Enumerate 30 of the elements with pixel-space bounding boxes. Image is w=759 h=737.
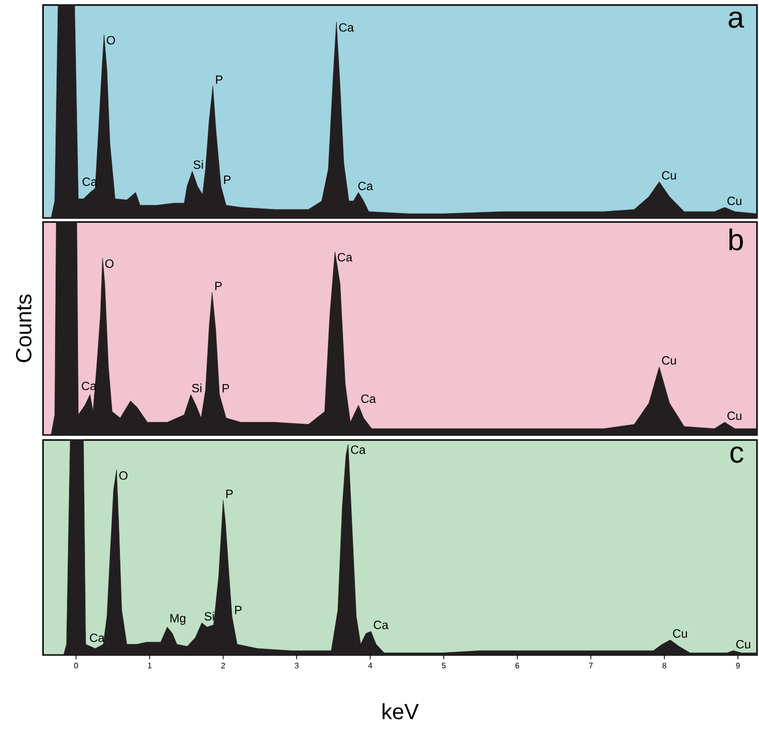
annotation: P — [222, 384, 230, 392]
annotation: a — [728, 11, 744, 28]
annotation: Ca — [361, 394, 376, 403]
annotation: Cu — [673, 629, 687, 638]
annotation: P — [235, 606, 242, 614]
annotation: Cu — [727, 412, 742, 420]
annotation: O — [105, 259, 114, 268]
annotation: O — [119, 471, 128, 480]
annotation: P — [216, 76, 222, 84]
annotation: Cu — [727, 196, 742, 206]
annotation: Si — [192, 384, 202, 392]
annotation: O — [106, 36, 115, 44]
annotation: Ca — [358, 182, 373, 190]
annotation: Ca — [374, 620, 388, 630]
y-axis-title: Counts — [16, 294, 32, 362]
annotation: Ca — [350, 445, 366, 454]
annotation: Si — [204, 612, 214, 621]
annotation: Ca — [339, 23, 354, 32]
annotation: Ca — [338, 253, 352, 262]
annotation: Cu — [662, 171, 676, 180]
annotation: Mg — [170, 614, 186, 625]
annotation: Si — [194, 160, 203, 169]
annotation: P — [215, 282, 222, 290]
annotation: P — [226, 490, 233, 498]
annotation: b — [729, 228, 743, 250]
x-axis-title: keV — [382, 703, 419, 720]
annotation: c — [730, 446, 744, 463]
annotation: Cu — [736, 640, 750, 648]
annotation: P — [224, 176, 230, 184]
annotation: Cu — [662, 356, 676, 365]
